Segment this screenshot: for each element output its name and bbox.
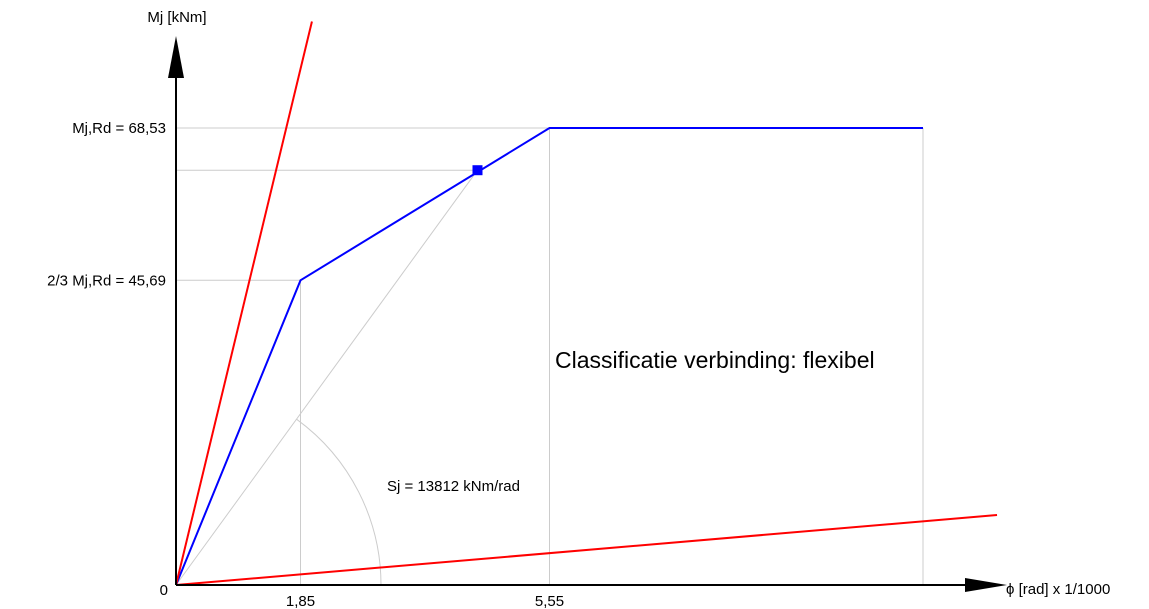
series-line-1: [175, 21, 313, 586]
labels: Mj [kNm] ϕ [rad] x 1/1000 0 Sj = 13812 k…: [47, 9, 1110, 609]
classification-annotation: Classificatie verbinding: flexibel: [555, 347, 875, 373]
y-axis-label: Mj [kNm]: [147, 9, 206, 26]
secant-stiffness-line: [175, 169, 478, 586]
x-tick-label-0: 1,85: [286, 593, 315, 609]
x-axis-arrowhead: [965, 578, 1007, 592]
y-tick-label-0: 2/3 Mj,Rd = 45,69: [47, 272, 166, 289]
stiffness-angle-arc: [296, 418, 382, 586]
origin-label: 0: [160, 582, 168, 599]
x-tick-label-1: 5,55: [535, 593, 564, 609]
y-axis-arrowhead: [168, 36, 184, 78]
design-point-marker: [472, 165, 483, 176]
series-line-2: [175, 513, 998, 586]
y-tick-label-1: Mj,Rd = 68,53: [72, 120, 166, 137]
series-line-0: [175, 127, 923, 586]
series: [175, 21, 998, 586]
stiffness-label: Sj = 13812 kNm/rad: [387, 478, 520, 495]
axes: [168, 36, 1007, 592]
x-axis-label: ϕ [rad] x 1/1000: [1006, 581, 1110, 598]
